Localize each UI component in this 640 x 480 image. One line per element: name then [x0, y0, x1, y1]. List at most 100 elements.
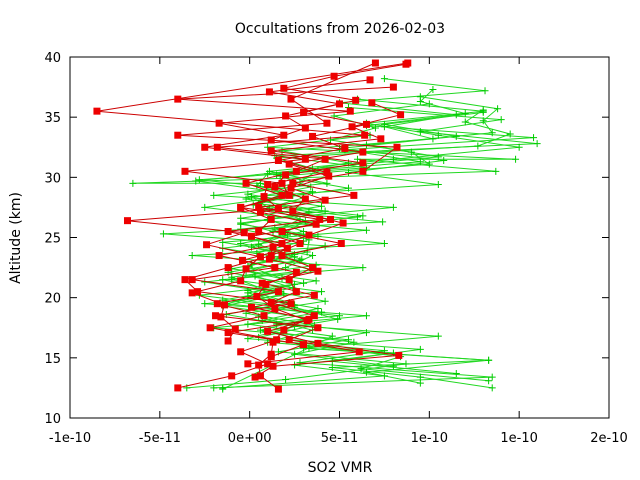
y-tick-label: 25 — [44, 232, 61, 247]
red-square-marker — [282, 112, 290, 120]
green-plus-marker — [300, 227, 308, 235]
red-square-marker — [301, 195, 309, 203]
green-plus-marker — [488, 129, 496, 137]
green-plus-marker — [210, 384, 218, 392]
green-plus-marker — [389, 155, 397, 163]
green-plus-marker — [237, 219, 245, 227]
red-square-marker — [323, 119, 331, 127]
green-plus-marker — [323, 179, 331, 187]
red-square-marker — [368, 99, 376, 107]
x-tick-label: 0e+00 — [228, 431, 272, 446]
x-tick-label: -5e-11 — [139, 431, 181, 446]
red-square-marker — [309, 132, 317, 140]
green-plus-marker — [416, 345, 424, 353]
red-square-marker — [224, 329, 232, 337]
green-plus-marker — [336, 312, 343, 320]
red-square-marker — [292, 268, 300, 276]
red-square-marker — [361, 131, 369, 139]
green-plus-marker — [244, 286, 252, 294]
x-tick-label: 1e-10 — [411, 431, 449, 446]
green-plus-marker — [318, 308, 326, 316]
green-plus-marker — [530, 134, 538, 142]
green-plus-marker — [334, 315, 342, 323]
green-plus-marker — [506, 130, 514, 138]
chart-title: Occultations from 2026-02-03 — [235, 21, 445, 37]
green-plus-marker — [219, 385, 227, 393]
red-square-marker — [278, 252, 286, 260]
green-plus-marker — [440, 156, 448, 164]
green-plus-marker — [312, 277, 320, 285]
green-plus-marker — [407, 148, 415, 156]
x-tick-label: -1e-10 — [49, 431, 91, 446]
green-plus-marker — [497, 116, 505, 124]
series-layer — [93, 59, 541, 393]
green-plus-marker — [485, 377, 493, 385]
red-square-marker — [310, 291, 318, 299]
red-square-marker — [256, 208, 264, 216]
green-plus-marker — [371, 124, 379, 132]
red-square-marker — [285, 191, 293, 199]
green-plus-marker — [309, 252, 317, 260]
green-plus-marker — [303, 248, 311, 256]
red-square-marker — [274, 156, 282, 164]
red-square-marker — [215, 119, 223, 127]
red-square-marker — [267, 147, 275, 155]
green-plus-marker — [291, 250, 299, 258]
red-square-marker — [255, 203, 263, 211]
green-plus-marker — [416, 379, 424, 387]
red-square-marker — [255, 227, 263, 235]
green-plus-marker — [488, 384, 496, 392]
green-plus-marker — [253, 249, 261, 257]
green-plus-marker — [434, 332, 442, 340]
green-plus-marker — [416, 128, 424, 136]
green-plus-marker — [359, 212, 367, 220]
red-square-marker — [285, 160, 293, 168]
green-plus-marker — [362, 141, 370, 149]
green-plus-marker — [237, 240, 245, 248]
green-plus-marker — [452, 369, 460, 377]
green-plus-marker — [416, 158, 424, 166]
red-square-marker — [323, 169, 331, 177]
red-square-marker — [355, 348, 363, 356]
red-square-marker — [238, 256, 246, 264]
red-square-marker — [280, 326, 288, 334]
green-plus-marker — [201, 203, 209, 211]
red-square-marker — [264, 360, 272, 368]
red-square-marker — [395, 351, 403, 359]
red-profile-line — [177, 86, 394, 365]
red-square-marker — [260, 193, 268, 201]
green-plus-marker — [474, 142, 482, 150]
red-square-marker — [174, 95, 182, 103]
red-square-marker — [247, 303, 255, 311]
x-tick-label: 5e-11 — [321, 431, 359, 446]
red-square-marker — [269, 243, 277, 251]
red-square-marker — [314, 267, 322, 275]
green-plus-marker — [452, 111, 460, 119]
red-square-marker — [314, 324, 322, 332]
green-plus-marker — [353, 213, 361, 221]
green-plus-marker — [434, 181, 442, 189]
red-square-marker — [237, 203, 245, 211]
red-square-marker — [242, 179, 250, 187]
red-square-marker — [188, 289, 196, 297]
green-plus-marker — [380, 123, 388, 131]
green-plus-marker — [242, 195, 250, 203]
red-square-marker — [292, 288, 300, 296]
red-square-marker — [188, 276, 196, 284]
red-square-marker — [310, 312, 318, 320]
red-square-marker — [265, 255, 273, 263]
green-plus-marker — [255, 241, 263, 249]
green-plus-marker — [425, 160, 433, 168]
red-square-marker — [213, 300, 221, 308]
red-square-marker — [301, 155, 309, 163]
red-square-marker — [256, 253, 264, 261]
red-square-marker — [359, 148, 367, 156]
red-square-marker — [278, 227, 286, 235]
green-plus-marker — [321, 207, 329, 215]
y-tick-label: 40 — [44, 51, 61, 66]
green-plus-marker — [416, 373, 424, 381]
red-square-marker — [123, 217, 131, 225]
green-plus-marker — [318, 202, 326, 210]
red-square-marker — [267, 215, 275, 223]
